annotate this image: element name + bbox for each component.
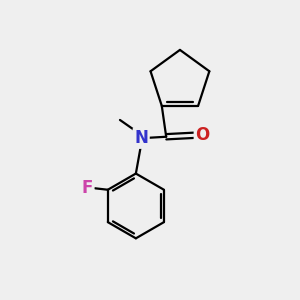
Text: O: O: [195, 126, 209, 144]
Text: N: N: [134, 129, 148, 147]
Text: F: F: [82, 179, 93, 197]
